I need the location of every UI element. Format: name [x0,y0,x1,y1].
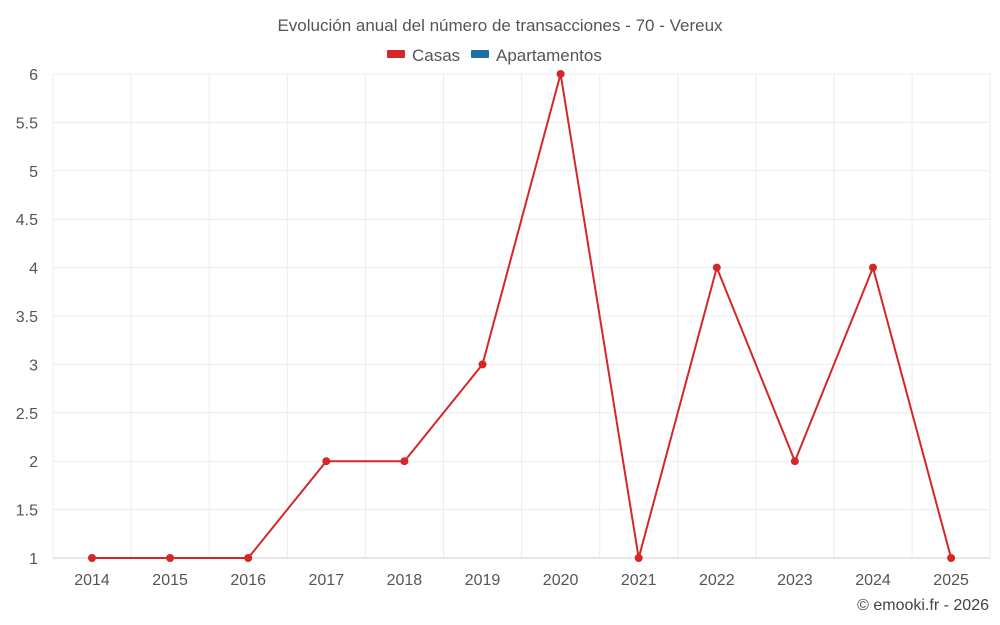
legend-item-apartamentos[interactable]: Apartamentos [471,46,602,65]
x-tick-label: 2016 [230,572,266,589]
y-tick-label: 4.5 [16,212,38,229]
series-line-casas [92,73,953,559]
x-tick-label: 2022 [699,572,735,589]
legend-swatch-casas [387,50,405,58]
x-tick-label: 2015 [152,572,188,589]
y-tick-label: 2.5 [16,406,38,423]
y-tick-label: 3 [29,357,38,374]
x-tick-label: 2020 [543,572,579,589]
data-point-casas [634,554,643,562]
series-lines [92,73,953,559]
data-point-casas [869,263,877,272]
x-tick-label: 2021 [621,572,657,589]
legend-swatch-apartamentos [471,50,489,58]
x-tick-label: 2014 [74,572,110,589]
x-tick-label: 2024 [855,572,891,589]
series-points [88,70,956,562]
x-tick-label: 2018 [387,572,423,589]
data-point-casas [556,70,565,78]
data-point-casas [790,457,799,466]
data-point-casas [244,554,253,562]
x-axis-ticks: 2014 2015 2016 2017 2018 2019 2020 2021 2022 2023… [74,572,969,589]
legend: Casas Apartamentos [387,46,602,65]
data-point-casas [947,554,956,562]
data-point-casas [712,263,721,272]
y-tick-label: 1 [29,551,38,568]
y-tick-label: 5.5 [16,115,38,132]
data-point-casas [322,457,331,466]
y-tick-label: 6 [29,67,38,84]
data-point-casas [478,360,487,369]
x-tick-label: 2019 [465,572,501,589]
data-point-casas [400,457,409,466]
data-point-casas [166,554,175,562]
x-tick-label: 2023 [777,572,813,589]
y-tick-label: 5 [29,164,38,181]
data-point-casas [88,554,96,562]
x-tick-label: 2025 [933,572,969,589]
y-tick-label: 3.5 [16,309,38,326]
legend-label-apartamentos: Apartamentos [496,46,602,65]
x-tick-label: 2017 [309,572,345,589]
y-tick-label: 1.5 [16,503,38,520]
y-axis-ticks: 1 1.5 2 2.5 3 3.5 4 4.5 5 5.5 6 [16,67,38,568]
chart-title: Evolución anual del número de transaccio… [277,16,723,35]
y-tick-label: 2 [29,454,38,471]
legend-item-casas[interactable]: Casas [387,46,460,65]
legend-label-casas: Casas [412,46,460,65]
y-tick-label: 4 [29,261,38,278]
credit-text: © emooki.fr - 2026 [857,597,989,614]
